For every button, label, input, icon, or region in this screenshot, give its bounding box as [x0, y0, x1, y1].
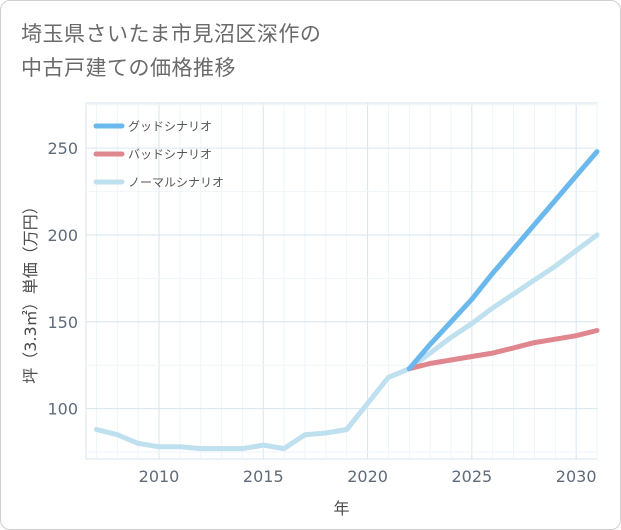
y-tick-label-150: 150 [47, 313, 78, 332]
y-tick-label-100: 100 [47, 400, 78, 419]
y-tick-label-250: 250 [47, 139, 78, 158]
legend-label-0: グッドシナリオ [128, 120, 212, 134]
x-axis-label: 年 [333, 499, 349, 518]
x-tick-label-2025: 2025 [451, 467, 492, 486]
grid [85, 102, 598, 460]
chart-title-line-2: 中古戸建ての価格推移 [21, 56, 236, 80]
series-line-1 [406, 328, 600, 372]
y-axis-label: 坪（3.3㎡）単価（万円） [21, 198, 40, 383]
tick-labels: 2010 2015 2020 2025 2030 100 150 200 250 [47, 139, 596, 486]
y-tick-label-200: 200 [47, 226, 78, 245]
series-lines [93, 149, 600, 452]
x-tick-label-2010: 2010 [139, 467, 180, 486]
series-line-0 [406, 149, 600, 372]
x-tick-label-2030: 2030 [556, 467, 597, 486]
series-line-2 [93, 232, 600, 452]
chart-title-line-1: 埼玉県さいたま市見沼区深作の [21, 22, 322, 46]
chart-title: 埼玉県さいたま市見沼区深作の 中古戸建ての価格推移 [21, 17, 321, 85]
legend-label-1: バッドシナリオ [128, 148, 212, 162]
legend-label-2: ノーマルシナリオ [128, 176, 224, 190]
x-tick-label-2015: 2015 [243, 467, 284, 486]
x-tick-label-2020: 2020 [347, 467, 388, 486]
